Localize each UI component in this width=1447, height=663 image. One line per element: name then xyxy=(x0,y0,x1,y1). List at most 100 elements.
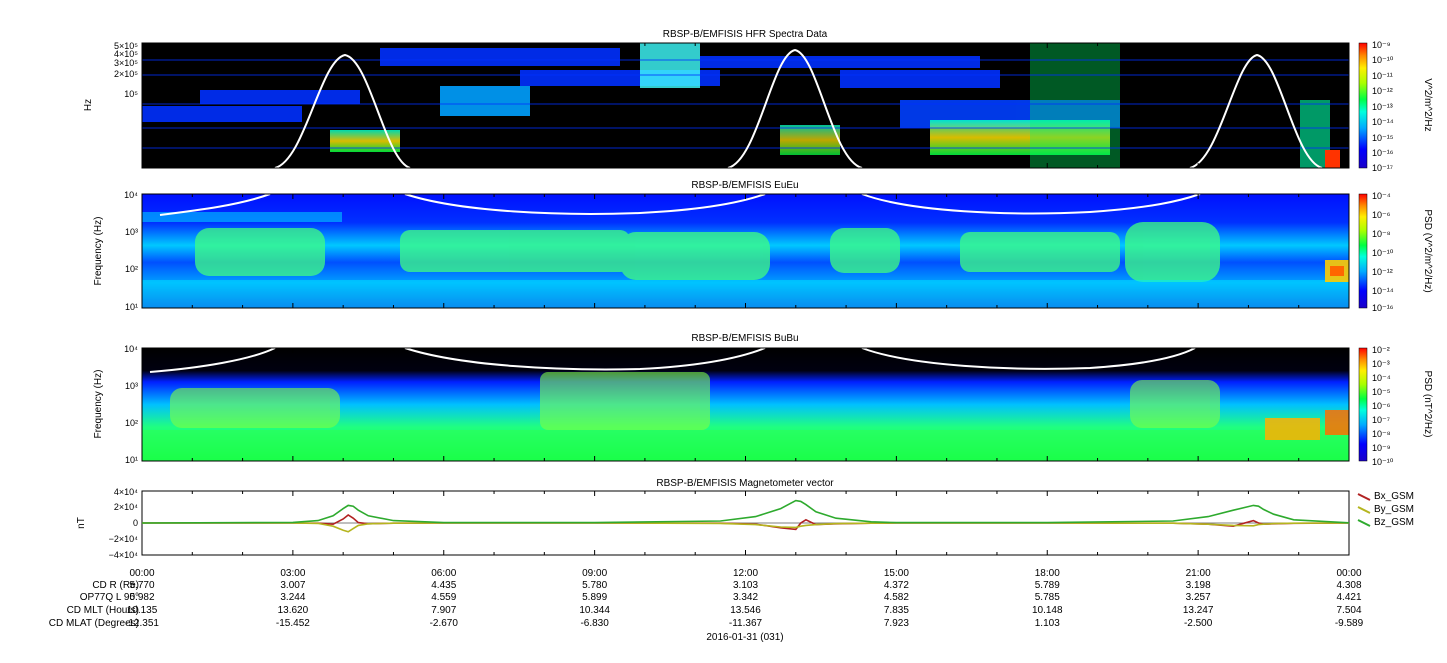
ephemeris-value: 5.780 xyxy=(582,580,607,591)
mag-y-tick-label: −4×10⁴ xyxy=(109,550,139,560)
ephemeris-value: -2.670 xyxy=(430,618,459,629)
ephemeris-value: 3.103 xyxy=(733,580,758,591)
eueu-y-ticks: 10⁴ 10³ 10² 10¹ xyxy=(124,190,138,312)
ephemeris-value: -9.589 xyxy=(1335,618,1364,629)
ephemeris-label: OP77Q L 90° xyxy=(80,592,139,603)
ephemeris-value: 3.342 xyxy=(733,592,758,603)
ephemeris-value: 13.247 xyxy=(1183,605,1214,616)
ephemeris-value: 10.148 xyxy=(1032,605,1063,616)
series-line-by-gsm xyxy=(142,522,1350,533)
eueu-spectrogram xyxy=(141,193,1350,309)
time-tick-label: 15:00 xyxy=(884,568,909,579)
bubu-colorbar-tick-label: 10⁻⁸ xyxy=(1372,429,1391,439)
bubu-y-tick-label: 10⁴ xyxy=(124,344,138,354)
hfr-colorbar-tick-label: 10⁻¹⁷ xyxy=(1372,163,1393,173)
eueu-colorbar-label: PSD (V^2/m^2/Hz) xyxy=(1422,209,1433,292)
ephemeris-value: 10.344 xyxy=(579,605,610,616)
ephemeris-value: 4.421 xyxy=(1336,592,1361,603)
mag-y-tick-label: 2×10⁴ xyxy=(114,502,138,512)
time-tick-marks xyxy=(141,43,1350,555)
ephemeris-label: CD R (Re) xyxy=(92,580,139,591)
ephemeris-value: 4.435 xyxy=(431,580,456,591)
eueu-colorbar-tick-label: 10⁻⁴ xyxy=(1372,191,1391,201)
time-tick-label: 12:00 xyxy=(733,568,758,579)
date-label: 2016-01-31 (031) xyxy=(706,632,783,643)
hfr-colorbar-tick-label: 10⁻¹³ xyxy=(1372,102,1393,112)
ephemeris-value: 3.198 xyxy=(1186,580,1211,591)
ephemeris-value: 5.789 xyxy=(1035,580,1060,591)
time-tick-label: 00:00 xyxy=(1336,568,1361,579)
bubu-y-ticks: 10⁴ 10³ 10² 10¹ xyxy=(124,344,138,465)
ephemeris-value: 4.372 xyxy=(884,580,909,591)
ephemeris-value: 13.620 xyxy=(278,605,309,616)
hfr-colorbar-tick-label: 10⁻¹⁴ xyxy=(1372,117,1394,127)
bubu-colorbar-tick-label: 10⁻⁹ xyxy=(1372,443,1391,453)
legend-swatch-by xyxy=(1357,506,1371,514)
mag-y-tick-label: 4×10⁴ xyxy=(114,487,138,497)
eueu-colorbar-tick-label: 10⁻¹² xyxy=(1372,267,1393,277)
hfr-colorbar-tick-label: 10⁻¹¹ xyxy=(1372,71,1393,81)
ephemeris-value: 4.308 xyxy=(1336,580,1361,591)
eueu-colorbar-tick-label: 10⁻¹⁰ xyxy=(1372,248,1394,258)
eueu-colorbar-tick-label: 10⁻⁸ xyxy=(1372,229,1391,239)
hfr-plasma-line xyxy=(727,48,863,169)
legend-swatch-bz xyxy=(1357,519,1371,527)
hfr-colorbar-ticks: 10⁻⁹ 10⁻¹⁰ 10⁻¹¹ 10⁻¹² 10⁻¹³ 10⁻¹⁴ 10⁻¹⁵… xyxy=(1372,40,1394,173)
mag-y-tick-label: −2×10⁴ xyxy=(109,534,139,544)
hfr-y-axis-label: Hz xyxy=(83,99,94,111)
ephemeris-value: 3.257 xyxy=(1186,592,1211,603)
bubu-colorbar-tick-label: 10⁻³ xyxy=(1372,359,1390,369)
ephemeris-value: -12.351 xyxy=(125,618,159,629)
eueu-y-tick-label: 10³ xyxy=(125,227,138,237)
hfr-plasma-line xyxy=(274,53,411,169)
eueu-colorbar-ticks: 10⁻⁴ 10⁻⁶ 10⁻⁸ 10⁻¹⁰ 10⁻¹² 10⁻¹⁴ 10⁻¹⁶ xyxy=(1372,191,1394,313)
legend-label-bz: Bz_GSM xyxy=(1374,517,1414,528)
ephemeris-value: 5.785 xyxy=(1035,592,1060,603)
mag-y-axis-label: nT xyxy=(76,517,87,529)
time-tick-label: 09:00 xyxy=(582,568,607,579)
eueu-y-tick-label: 10² xyxy=(125,264,138,274)
eueu-colorbar-tick-label: 10⁻¹⁴ xyxy=(1372,286,1394,296)
bubu-colorbar-tick-label: 10⁻⁵ xyxy=(1372,387,1391,397)
eueu-electron-cyclotron-line xyxy=(159,193,271,216)
bubu-electron-cyclotron-line xyxy=(149,347,276,373)
ephemeris-value: 4.582 xyxy=(884,592,909,603)
legend-label-by: By_GSM xyxy=(1374,504,1414,515)
ephemeris-label: CD MLAT (Degrees) xyxy=(49,618,139,629)
time-tick-label: 03:00 xyxy=(280,568,305,579)
bubu-colorbar-tick-label: 10⁻⁴ xyxy=(1372,373,1391,383)
eueu-colorbar-tick-label: 10⁻¹⁶ xyxy=(1372,303,1394,313)
series-line-bz-gsm xyxy=(141,499,1350,524)
time-tick-label: 21:00 xyxy=(1186,568,1211,579)
ephemeris-value: 13.546 xyxy=(730,605,761,616)
legend-label-bx: Bx_GSM xyxy=(1374,491,1414,502)
mag-panel-title: RBSP-B/EMFISIS Magnetometer vector xyxy=(656,478,834,489)
mag-legend: Bx_GSM By_GSM Bz_GSM xyxy=(1357,491,1414,528)
hfr-colorbar-tick-label: 10⁻⁹ xyxy=(1372,40,1391,50)
hfr-colorbar xyxy=(1358,42,1368,169)
eueu-y-tick-label: 10⁴ xyxy=(124,190,138,200)
hfr-colorbar-label: V^2/m^2/Hz xyxy=(1422,78,1433,131)
ephemeris-value: 5.899 xyxy=(582,592,607,603)
eueu-y-axis-label: Frequency (Hz) xyxy=(93,217,104,286)
hfr-y-tick-label: 3×10⁵ xyxy=(114,58,138,68)
ephemeris-value: -2.500 xyxy=(1184,618,1213,629)
bubu-y-axis-label: Frequency (Hz) xyxy=(93,370,104,439)
ephemeris-value: -15.452 xyxy=(276,618,310,629)
ephemeris-value: -6.830 xyxy=(580,618,609,629)
hfr-y-tick-label: 5×10⁵ xyxy=(114,41,138,51)
hfr-y-tick-label: 10⁵ xyxy=(124,89,138,99)
time-tick-label: 00:00 xyxy=(129,568,154,579)
eueu-y-tick-label: 10¹ xyxy=(125,302,138,312)
time-tick-label: 18:00 xyxy=(1035,568,1060,579)
hfr-colorbar-tick-label: 10⁻¹⁰ xyxy=(1372,55,1394,65)
bubu-y-tick-label: 10¹ xyxy=(125,455,138,465)
hfr-panel-title: RBSP-B/EMFISIS HFR Spectra Data xyxy=(663,29,828,40)
bubu-panel-title: RBSP-B/EMFISIS BuBu xyxy=(691,333,798,344)
ephemeris-value: 3.007 xyxy=(280,580,305,591)
ephemeris-value: 1.103 xyxy=(1035,618,1060,629)
mag-y-ticks: 4×10⁴ 2×10⁴ 0 −2×10⁴ −4×10⁴ xyxy=(109,487,139,560)
hfr-y-tick-label: 2×10⁵ xyxy=(114,69,138,79)
